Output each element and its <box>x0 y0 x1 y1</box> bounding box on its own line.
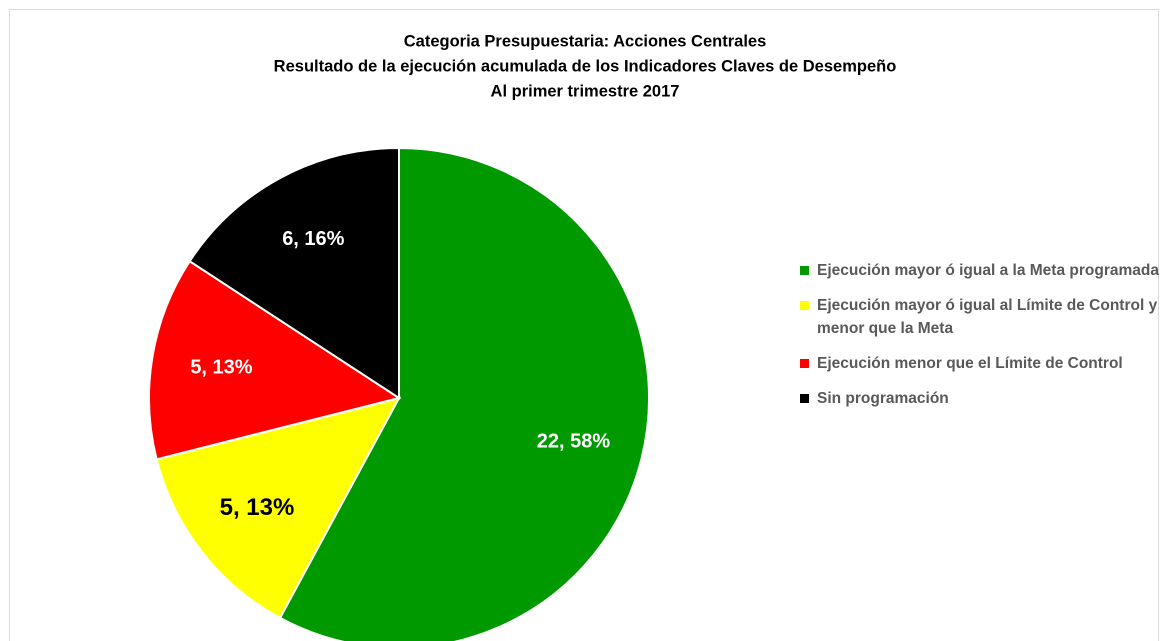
chart-title: Resultado de la ejecución acumulada de l… <box>274 57 897 75</box>
legend-label: Sin programación <box>817 390 949 407</box>
legend-label: Ejecución menor que el Límite de Control <box>817 355 1123 372</box>
legend-swatch <box>800 266 809 275</box>
legend-label: Ejecución mayor ó igual a la Meta progra… <box>817 262 1159 279</box>
pie-slice <box>148 259 402 461</box>
chart-frame <box>9 9 1159 641</box>
legend-swatch <box>800 394 809 403</box>
legend-item: Ejecución menor que el Límite de Control <box>800 352 1160 375</box>
legend-item: Ejecución mayor ó igual al Límite de Con… <box>800 294 1160 340</box>
legend-swatch <box>800 359 809 368</box>
legend-item: Ejecución mayor ó igual a la Meta progra… <box>800 259 1160 282</box>
legend: Ejecución mayor ó igual a la Meta progra… <box>800 259 1160 410</box>
chart-title: Categoria Presupuestaria: Acciones Centr… <box>404 32 767 50</box>
data-label: 5, 13% <box>190 357 252 379</box>
legend-item: Sin programación <box>800 387 1160 410</box>
pie-slice <box>155 396 401 620</box>
data-label: 5, 13% <box>220 494 295 521</box>
pie-slice <box>278 146 650 641</box>
pie-slice <box>188 146 400 400</box>
legend-label: Ejecución mayor ó igual al Límite de Con… <box>817 297 1158 337</box>
legend-swatch <box>800 301 809 310</box>
chart-title: Al primer trimestre 2017 <box>491 82 680 100</box>
data-label: 22, 58% <box>537 430 611 452</box>
data-label: 6, 16% <box>282 228 344 250</box>
